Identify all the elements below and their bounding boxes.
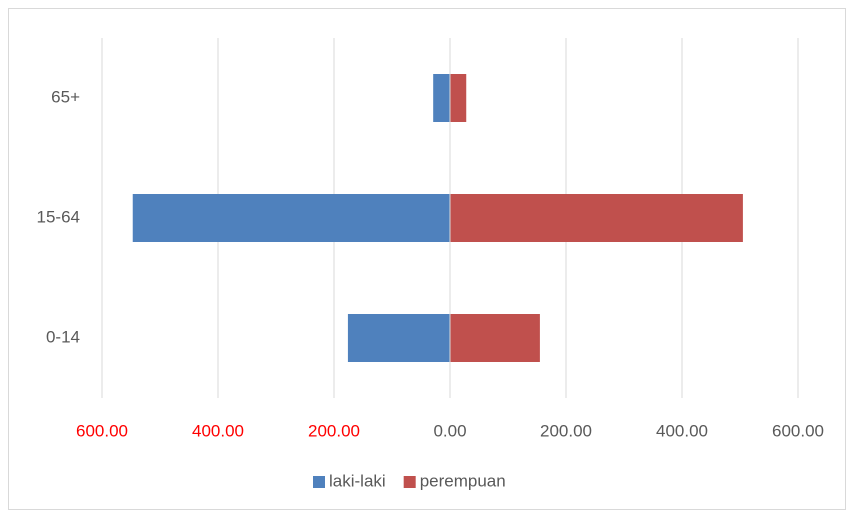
- bar: [433, 74, 450, 122]
- bar: [132, 194, 451, 242]
- chart-border: [8, 8, 846, 510]
- bar: [450, 314, 540, 362]
- legend-label: perempuan: [420, 471, 506, 490]
- x-tick-label: 200.00: [308, 421, 360, 440]
- legend-label: laki-laki: [329, 471, 386, 490]
- legend-swatch: [403, 476, 416, 488]
- x-tick-label: 200.00: [540, 421, 592, 440]
- x-tick-label: 600.00: [772, 421, 824, 440]
- legend-swatch: [313, 476, 325, 488]
- bar: [347, 314, 450, 362]
- x-tick-label: 400.00: [192, 421, 244, 440]
- y-tick-label: 0-14: [46, 327, 80, 346]
- x-tick-label: 600.00: [76, 421, 128, 440]
- bar: [450, 74, 467, 122]
- y-tick-label: 15-64: [37, 207, 80, 226]
- x-tick-label: 0.00: [433, 421, 466, 440]
- y-tick-label: 65+: [51, 87, 80, 106]
- bar: [450, 194, 743, 242]
- x-tick-label: 400.00: [656, 421, 708, 440]
